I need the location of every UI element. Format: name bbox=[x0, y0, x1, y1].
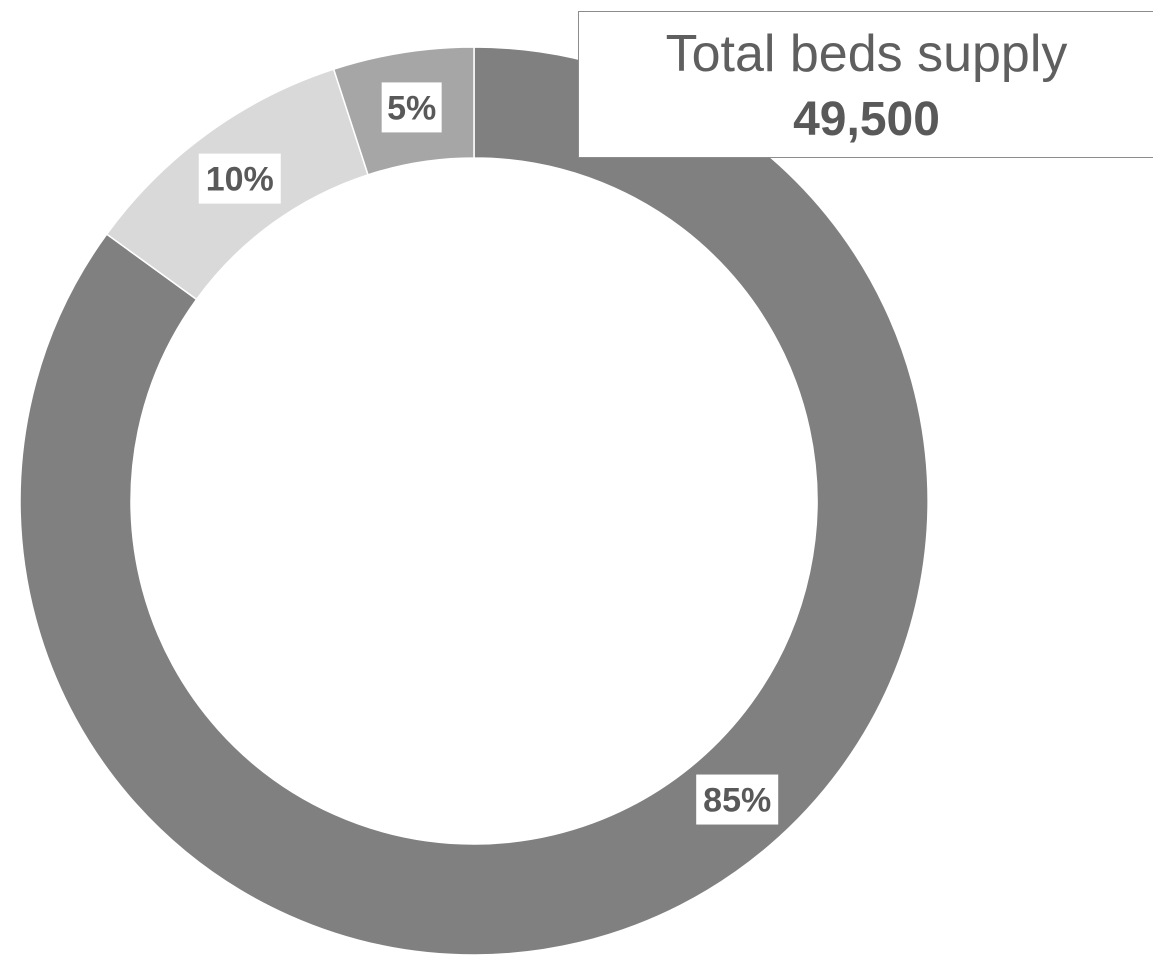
donut-slice-label-text-3: 5% bbox=[387, 89, 436, 127]
donut-slice-label-1: 85% bbox=[696, 774, 779, 825]
total-beds-value: 49,500 bbox=[793, 93, 940, 146]
donut-slice-label-bg-1 bbox=[696, 774, 779, 825]
donut-slice-1 bbox=[19, 46, 929, 956]
donut-slice-label-text-2: 10% bbox=[206, 161, 274, 199]
donut-slice-labels: 85% 10% 5% bbox=[198, 82, 779, 825]
total-beds-label: Total beds supply bbox=[665, 25, 1068, 83]
donut-slices bbox=[19, 46, 929, 956]
donut-slice-label-3: 5% bbox=[381, 82, 442, 133]
donut-slice-label-bg-2 bbox=[198, 153, 281, 204]
donut-slice-label-2: 10% bbox=[198, 153, 281, 204]
donut-slice-label-bg-3 bbox=[381, 82, 442, 133]
total-beds-summary-box: Total beds supply 49,500 bbox=[578, 11, 1153, 158]
donut-slice-label-text-1: 85% bbox=[703, 782, 771, 820]
